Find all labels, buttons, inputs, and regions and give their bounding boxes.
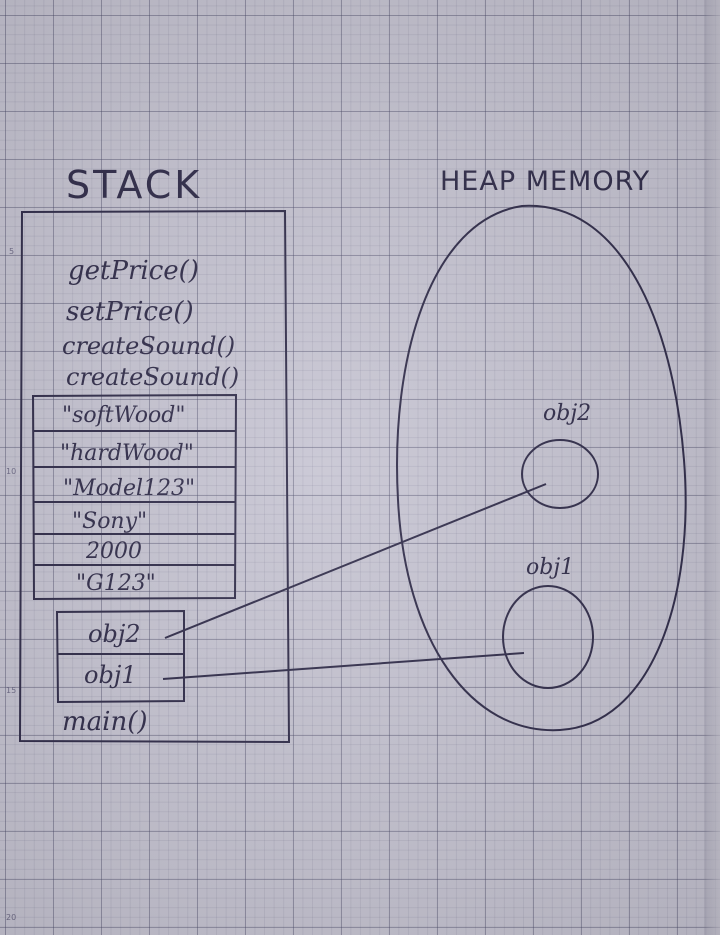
heap-object-obj1-label: obj1 — [526, 555, 574, 580]
reference-cells-border — [55, 609, 185, 704]
margin-number-15: 15 — [6, 686, 16, 695]
stack-value-sony: "Sony" — [72, 509, 147, 534]
stack-bottom-main: main() — [62, 707, 148, 737]
stack-method-createsound-1: createSound() — [62, 332, 235, 360]
page-edge — [704, 0, 720, 935]
stack-reference-cells: obj2 obj1 — [55, 609, 185, 704]
stack-value-cells: "softWood" "hardWood" "Model123" "Sony" … — [31, 393, 238, 601]
stack-value-softwood: "softWood" — [62, 403, 185, 428]
heap-title: HEAP MEMORY — [440, 166, 650, 197]
stack-value-hardwood: "hardWood" — [60, 441, 194, 466]
stack-value-model123: "Model123" — [63, 476, 195, 501]
stack-title: STACK — [66, 163, 202, 207]
margin-number-10: 10 — [6, 467, 16, 476]
heap-memory-region — [396, 204, 687, 732]
stack-methods: getPrice() setPrice() createSound() crea… — [62, 256, 239, 391]
reference-line-obj2 — [164, 483, 547, 639]
heap-object-obj2-label: obj2 — [543, 401, 591, 426]
reference-line-obj1 — [162, 652, 525, 680]
margin-number-5: 5 — [9, 247, 14, 256]
stack-frame — [18, 209, 291, 744]
margin-number-20: 20 — [6, 913, 16, 922]
stack-method-createsound-2: createSound() — [66, 363, 239, 391]
stack-method-getprice: getPrice() — [68, 256, 199, 286]
stack-method-setprice: setPrice() — [66, 297, 194, 327]
stack-value-2000: 2000 — [85, 539, 142, 564]
stack-ref-obj2: obj2 — [88, 620, 141, 648]
heap-object-obj2 — [521, 439, 599, 509]
stack-value-g123: "G123" — [76, 571, 156, 596]
stack-ref-obj1: obj1 — [84, 661, 137, 689]
value-cells-border — [31, 393, 238, 601]
heap-object-obj1 — [502, 585, 594, 689]
